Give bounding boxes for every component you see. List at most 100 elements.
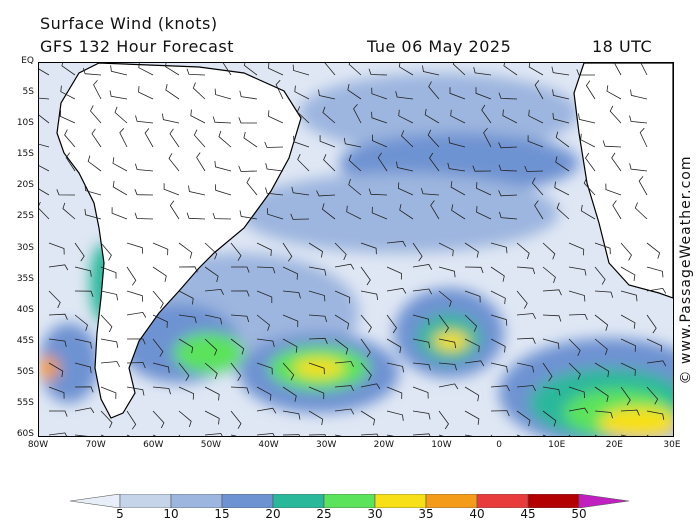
wind-barb	[386, 410, 404, 421]
wind-barb	[452, 63, 466, 76]
wind-barb	[93, 80, 102, 100]
wind-barb	[256, 266, 276, 274]
wind-barb	[74, 386, 94, 393]
wind-barb	[126, 386, 145, 396]
wind-barb	[476, 182, 492, 196]
wind-barb	[551, 66, 570, 76]
wind-barb	[346, 205, 362, 220]
wind-barb	[386, 362, 404, 373]
wind-barb	[473, 67, 492, 76]
wind-barb	[319, 135, 336, 148]
wind-barb	[555, 156, 570, 172]
wind-barb	[138, 63, 154, 76]
lon-label: 60W	[143, 440, 164, 450]
wind-barb	[634, 202, 648, 220]
wind-barb	[464, 386, 480, 402]
wind-barb	[282, 314, 299, 328]
wind-barb	[646, 360, 667, 367]
africa-land	[573, 63, 673, 299]
wind-barb	[74, 338, 92, 349]
wind-barb	[438, 383, 459, 390]
wind-barb	[640, 63, 648, 76]
wind-barb	[464, 360, 485, 367]
lat-label: 45S	[16, 335, 34, 346]
wind-barb	[398, 63, 414, 76]
wind-barb	[620, 290, 638, 302]
wind-barb	[348, 154, 362, 172]
wind-barb	[186, 212, 206, 220]
wind-barb	[516, 290, 528, 309]
wind-barb	[475, 87, 492, 100]
wind-barb	[61, 63, 76, 76]
wind-barb	[316, 190, 336, 197]
wind-barb	[268, 110, 284, 124]
map-canvas	[39, 63, 673, 436]
wind-barb	[438, 290, 452, 308]
wind-barb	[412, 433, 431, 436]
wind-barb	[371, 111, 388, 124]
wind-barb	[256, 314, 270, 331]
lon-label: 30W	[315, 440, 337, 450]
lon-label: 50W	[200, 440, 222, 450]
wind-barb	[282, 386, 297, 402]
lon-label: 80W	[27, 440, 49, 450]
wind-barb	[534, 80, 544, 100]
wind-barb	[74, 266, 92, 277]
wind-barb	[524, 165, 544, 172]
wind-barb	[256, 242, 272, 257]
wind-barb	[542, 289, 562, 296]
wind-barb	[594, 338, 608, 356]
wind-barb	[100, 338, 119, 348]
wind-barb	[291, 186, 310, 196]
chart-title: Surface Wind (knots)	[40, 14, 218, 33]
wind-barb	[256, 386, 272, 401]
wind-barb	[602, 140, 622, 148]
colorbar-cell	[425, 494, 478, 508]
wind-barb	[193, 129, 206, 148]
wind-barb	[594, 242, 611, 255]
wind-barb	[594, 362, 610, 378]
wind-barb	[282, 266, 298, 280]
wind-barb	[204, 314, 222, 325]
wind-barb	[230, 242, 242, 261]
wind-barb	[612, 200, 622, 220]
wind-barb	[395, 91, 414, 100]
wind-barb	[231, 266, 250, 273]
wind-barb	[204, 338, 218, 356]
wind-barb	[620, 338, 636, 352]
wind-barb	[48, 264, 69, 271]
wind-barb	[646, 386, 659, 405]
wind-barb	[542, 362, 553, 382]
wind-barb	[188, 185, 206, 196]
wind-barb	[620, 266, 636, 281]
wind-barb	[368, 188, 388, 196]
wind-barb	[585, 152, 596, 172]
wind-barb	[100, 410, 113, 429]
wind-barb	[39, 114, 50, 124]
wind-barb	[430, 200, 440, 220]
wind-barb	[74, 314, 88, 331]
wind-barb	[152, 386, 171, 395]
colorbar-cell	[272, 494, 325, 508]
wind-barb	[422, 65, 440, 76]
wind-barb	[308, 242, 323, 258]
wind-barb	[490, 266, 505, 282]
wind-barb	[152, 290, 164, 309]
wind-barb	[218, 130, 232, 148]
wind-barb	[178, 242, 193, 259]
lat-label: 15S	[16, 149, 34, 160]
wind-barb	[371, 134, 388, 148]
wind-barb	[348, 63, 362, 76]
wind-barb	[84, 208, 102, 220]
wind-barb	[490, 242, 508, 254]
wind-barb	[386, 240, 407, 247]
wind-barb	[451, 204, 466, 220]
wind-barb	[74, 242, 85, 262]
wind-barb	[334, 290, 351, 304]
wind-barbs	[39, 63, 667, 436]
wind-barb	[449, 87, 466, 100]
wind-barb	[613, 63, 622, 76]
wind-barb	[360, 383, 381, 390]
wind-barb	[239, 90, 258, 100]
wind-barb	[323, 154, 336, 172]
